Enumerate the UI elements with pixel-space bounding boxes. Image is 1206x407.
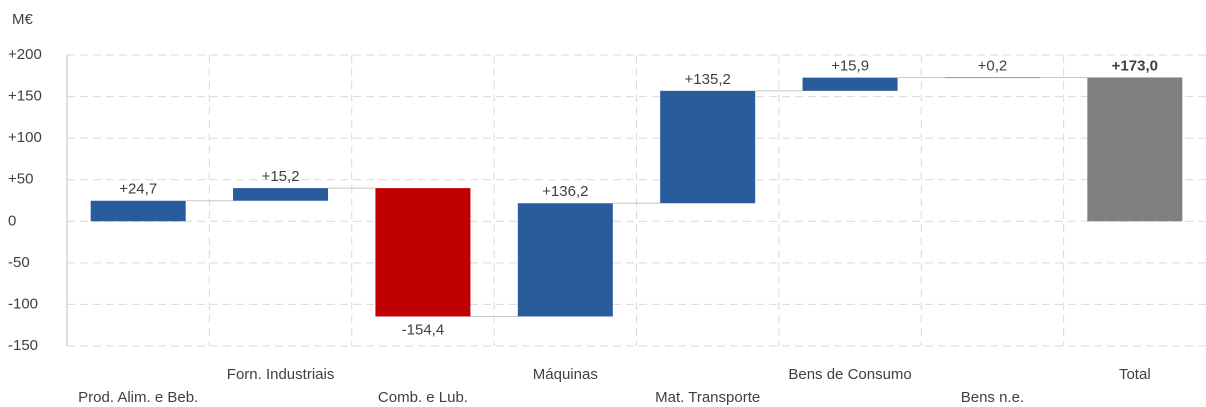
bar <box>233 188 329 201</box>
bar <box>375 188 471 317</box>
value-label: +15,2 <box>262 168 300 185</box>
y-axis-unit: M€ <box>12 11 33 28</box>
x-tick-label: Bens n.e. <box>961 389 1024 406</box>
bar <box>660 90 756 204</box>
value-label: -154,4 <box>402 321 445 338</box>
y-tick-label: 0 <box>8 212 16 229</box>
x-tick-label: Bens de Consumo <box>788 366 911 383</box>
bar <box>1087 77 1183 222</box>
x-tick-label: Mat. Transporte <box>655 389 760 406</box>
y-tick-label: +100 <box>8 129 42 146</box>
y-tick-label: -100 <box>8 295 38 312</box>
y-tick-label: +50 <box>8 171 33 188</box>
value-label: +135,2 <box>685 71 731 88</box>
x-tick-label: Máquinas <box>533 366 598 383</box>
x-tick-label: Comb. e Lub. <box>378 389 468 406</box>
value-label: +173,0 <box>1112 57 1158 74</box>
value-label: +15,9 <box>831 58 869 75</box>
y-tick-label: +150 <box>8 88 42 105</box>
value-label: +24,7 <box>119 181 157 198</box>
y-tick-label: +200 <box>8 46 42 63</box>
bar <box>944 77 1040 79</box>
bar <box>90 200 186 222</box>
y-tick-label: -150 <box>8 337 38 354</box>
y-tick-label: -50 <box>8 254 30 271</box>
value-label: +136,2 <box>542 183 588 200</box>
x-tick-label: Forn. Industriais <box>227 366 335 383</box>
x-tick-label: Prod. Alim. e Beb. <box>78 389 198 406</box>
bar <box>517 203 613 317</box>
bar <box>802 77 898 91</box>
x-tick-label: Total <box>1119 366 1151 383</box>
value-label: +0,2 <box>978 57 1008 74</box>
